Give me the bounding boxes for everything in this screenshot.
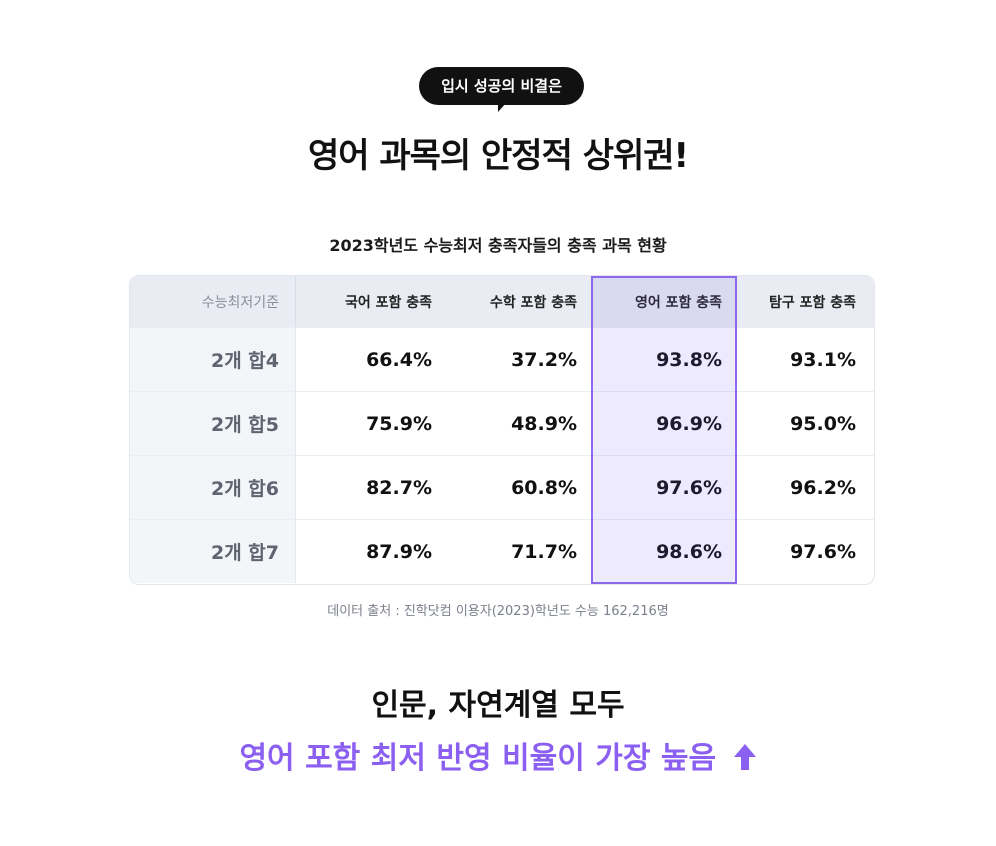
header-criteria: 수능최저기준 [130,276,296,327]
row-label: 2개 합5 [130,392,296,455]
english-value: 96.9% [656,412,722,435]
korean-value: 82.7% [366,476,432,499]
page-headline: 영어 과목의 안정적 상위권! [307,136,689,176]
inquiry-value: 97.6% [790,540,856,563]
summary-line-2-text: 영어 포함 최저 반영 비율이 가장 높음 [239,741,717,776]
table-header-row: 수능최저기준 국어 포함 충족 수학 포함 충족 영어 포함 충족 탐구 포함 … [130,276,874,327]
inquiry-value: 96.2% [790,476,856,499]
table-title: 2023학년도 수능최저 충족자들의 충족 과목 현황 [329,236,667,255]
header-korean: 국어 포함 충족 [344,294,432,311]
math-value: 37.2% [511,348,577,371]
data-source-note: 데이터 출처 : 진학닷컴 이용자(2023)학년도 수능 162,216명 [327,604,669,619]
bubble-tail [498,103,506,112]
english-value: 97.6% [656,476,722,499]
summary-line-2: 영어 포함 최저 반영 비율이 가장 높음 [0,733,996,779]
table-row: 2개 합6 82.7% 60.8% 97.6% 96.2% [130,455,874,519]
up-arrow-icon [733,743,757,779]
summary-line-1: 인문, 자연계열 모두 [371,688,625,723]
table-row: 2개 합5 75.9% 48.9% 96.9% 95.0% [130,391,874,455]
math-value: 71.7% [511,540,577,563]
intro-bubble: 입시 성공의 비결은 [419,67,584,105]
math-value: 60.8% [511,476,577,499]
english-value: 93.8% [656,348,722,371]
english-column-highlight [591,276,737,584]
math-value: 48.9% [511,412,577,435]
inquiry-value: 95.0% [790,412,856,435]
row-label: 2개 합7 [130,520,296,583]
table-row: 2개 합7 87.9% 71.7% 98.6% 97.6% [130,519,874,583]
stats-table: 수능최저기준 국어 포함 충족 수학 포함 충족 영어 포함 충족 탐구 포함 … [129,275,875,585]
row-label: 2개 합6 [130,456,296,519]
header-inquiry: 탐구 포함 충족 [768,294,856,311]
header-english: 영어 포함 충족 [634,294,722,311]
korean-value: 66.4% [366,348,432,371]
header-math: 수학 포함 충족 [489,294,577,311]
row-label: 2개 합4 [130,328,296,391]
table-row: 2개 합4 66.4% 37.2% 93.8% 93.1% [130,327,874,391]
korean-value: 87.9% [366,540,432,563]
english-value: 98.6% [656,540,722,563]
inquiry-value: 93.1% [790,348,856,371]
korean-value: 75.9% [366,412,432,435]
